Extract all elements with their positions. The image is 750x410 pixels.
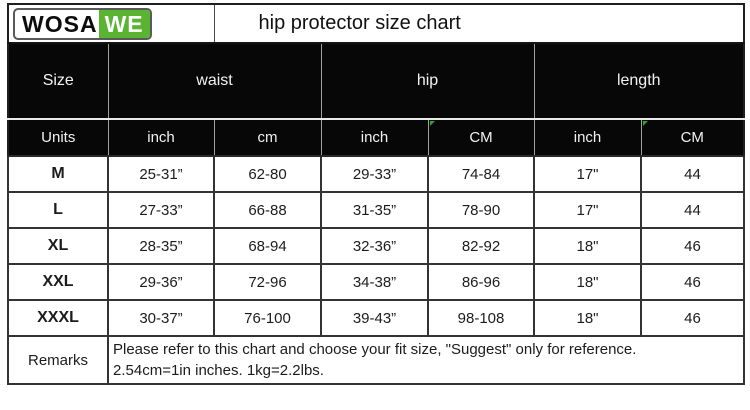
waist-cm-value: 68-94 bbox=[213, 227, 322, 265]
units-label: Units bbox=[41, 129, 76, 146]
brand-logo-cell: WOSA WE bbox=[8, 4, 215, 44]
hip-inch-value: 29-33” bbox=[320, 155, 429, 193]
page-title: hip protector size chart bbox=[214, 4, 745, 44]
remarks-text-cell: Please refer to this chart and choose yo… bbox=[106, 335, 746, 385]
waist-cm-value: 62-80 bbox=[213, 155, 322, 193]
hip-cm-unit-cell: CM bbox=[427, 119, 535, 157]
remarks-row: Remarks Please refer to this chart and c… bbox=[7, 335, 746, 385]
waist-cm-value: 66-88 bbox=[213, 191, 322, 229]
size-chart-table: WOSA WE hip protector size chart Size wa… bbox=[7, 3, 746, 385]
size-label: XL bbox=[7, 227, 109, 265]
header-hip: hip bbox=[320, 43, 535, 120]
length-cm-unit-cell: CM bbox=[640, 119, 745, 157]
table-row-xxl: XXL 29-36” 72-96 34-38” 86-96 18" 46 bbox=[7, 263, 746, 301]
length-cm-value: 46 bbox=[639, 227, 746, 265]
group-header-row: Size waist hip length bbox=[7, 43, 745, 120]
remarks-line-2: 2.54cm=1in inches. 1kg=2.2lbs. bbox=[113, 362, 324, 379]
length-inch-value: 17" bbox=[533, 191, 642, 229]
waist-inch-value: 30-37” bbox=[107, 299, 215, 337]
units-row: Units inch cm inch CM inch CM bbox=[7, 119, 745, 157]
hip-cm-value: 86-96 bbox=[427, 263, 535, 301]
table-row-xl: XL 28-35” 68-94 32-36” 82-92 18" 46 bbox=[7, 227, 746, 265]
hip-cm-value: 74-84 bbox=[427, 155, 535, 193]
hip-inch-value: 39-43” bbox=[320, 299, 429, 337]
waist-cm-value: 72-96 bbox=[213, 263, 322, 301]
hip-inch-unit-cell: inch bbox=[320, 119, 429, 157]
size-label: XXXL bbox=[7, 299, 109, 337]
length-cm-value: 44 bbox=[639, 155, 746, 193]
length-inch-unit-cell: inch bbox=[533, 119, 642, 157]
wosawe-logo: WOSA WE bbox=[13, 7, 152, 40]
cell-note-marker bbox=[642, 121, 648, 126]
size-label: L bbox=[7, 191, 109, 229]
length-cm-value: 44 bbox=[639, 191, 746, 229]
size-label: XXL bbox=[7, 263, 109, 301]
table-row-xxxl: XXXL 30-37” 76-100 39-43” 98-108 18" 46 bbox=[7, 299, 746, 337]
waist-inch-value: 29-36” bbox=[107, 263, 215, 301]
header-size: Size bbox=[7, 43, 109, 120]
hip-inch-value: 31-35” bbox=[320, 191, 429, 229]
title-row: WOSA WE hip protector size chart bbox=[8, 4, 745, 44]
length-inch-value: 17" bbox=[533, 155, 642, 193]
length-inch-value: 18" bbox=[533, 299, 642, 337]
length-inch-value: 18" bbox=[533, 263, 642, 301]
waist-cm-unit-cell: cm bbox=[213, 119, 322, 157]
remarks-label: Remarks bbox=[7, 335, 109, 385]
waist-cm-value: 76-100 bbox=[213, 299, 322, 337]
hip-inch-value: 32-36” bbox=[320, 227, 429, 265]
waist-inch-value: 25-31” bbox=[107, 155, 215, 193]
length-cm-value: 46 bbox=[639, 299, 746, 337]
header-length: length bbox=[533, 43, 745, 120]
hip-cm-value: 78-90 bbox=[427, 191, 535, 229]
length-inch-value: 18" bbox=[533, 227, 642, 265]
header-waist: waist bbox=[107, 43, 322, 120]
waist-inch-value: 28-35” bbox=[107, 227, 215, 265]
hip-cm-value: 98-108 bbox=[427, 299, 535, 337]
waist-inch-unit-cell: inch bbox=[107, 119, 215, 157]
size-label: M bbox=[7, 155, 109, 193]
logo-text-wosa: WOSA bbox=[22, 10, 98, 37]
table-row-l: L 27-33” 66-88 31-35” 78-90 17" 44 bbox=[7, 191, 746, 229]
hip-cm-value: 82-92 bbox=[427, 227, 535, 265]
remarks-line-1: Please refer to this chart and choose yo… bbox=[113, 341, 637, 358]
units-label-cell: Units bbox=[7, 119, 109, 157]
cell-note-marker bbox=[429, 121, 435, 126]
hip-inch-value: 34-38” bbox=[320, 263, 429, 301]
waist-inch-value: 27-33” bbox=[107, 191, 215, 229]
length-cm-value: 46 bbox=[639, 263, 746, 301]
logo-text-we-green-block: WE bbox=[98, 9, 150, 38]
table-row-m: M 25-31” 62-80 29-33” 74-84 17" 44 bbox=[7, 155, 746, 193]
